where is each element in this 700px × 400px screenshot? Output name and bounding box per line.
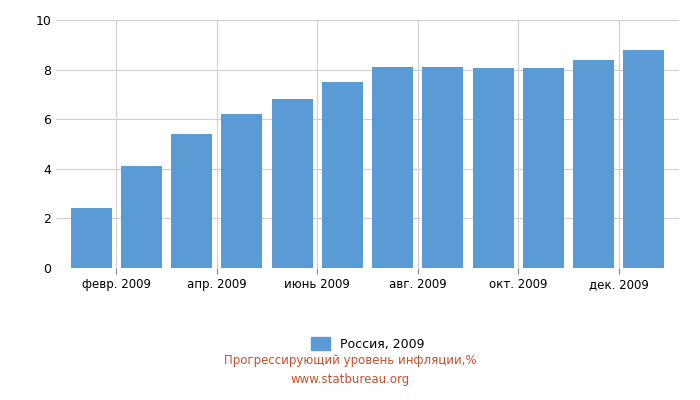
Bar	[473, 68, 514, 268]
Bar	[322, 82, 363, 268]
Bar	[623, 50, 664, 268]
Bar	[272, 99, 313, 268]
Text: Прогрессирующий уровень инфляции,%
www.statbureau.org: Прогрессирующий уровень инфляции,% www.s…	[224, 354, 476, 386]
Legend: Россия, 2009: Россия, 2009	[306, 332, 429, 356]
Bar	[71, 208, 112, 268]
Bar	[523, 68, 564, 268]
Bar	[422, 67, 463, 268]
Bar	[573, 60, 614, 268]
Bar	[171, 134, 212, 268]
Bar	[372, 67, 413, 268]
Bar	[221, 114, 262, 268]
Bar	[121, 166, 162, 268]
